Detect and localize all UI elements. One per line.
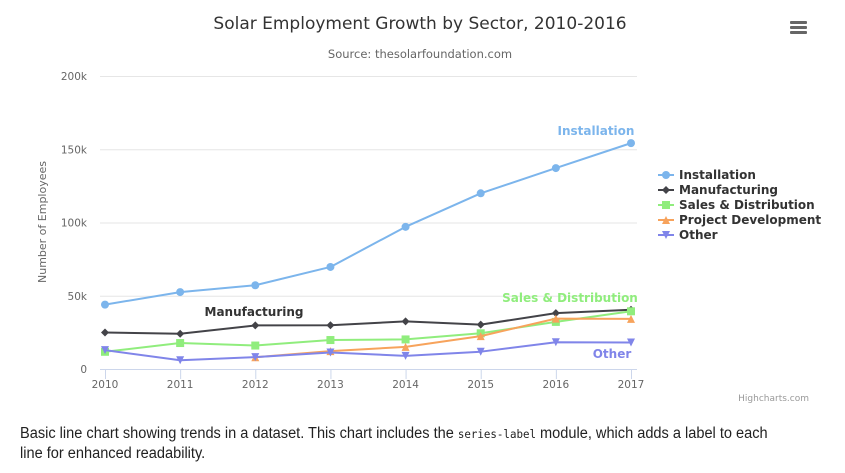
series-label-sales-distribution: Sales & Distribution (502, 291, 638, 305)
legend-symbol-marker (662, 201, 670, 209)
data-point (551, 164, 560, 173)
x-axis: 2010 2011 2012 2013 2014 2015 2016 2017 (92, 369, 645, 391)
series-group (101, 139, 635, 365)
data-point (176, 339, 185, 348)
x-tick-label: 2011 (167, 379, 194, 391)
x-tick-label: 2016 (542, 379, 569, 391)
series-line (104, 308, 632, 335)
data-point (476, 189, 485, 198)
data-point (476, 347, 485, 356)
data-point (326, 336, 335, 345)
caption-code: series-label (457, 427, 536, 441)
data-point (251, 321, 260, 330)
legend-item-project-development[interactable]: Project Development (658, 213, 821, 227)
chart-title: Solar Employment Growth by Sector, 2010-… (213, 14, 626, 34)
series-line (104, 341, 632, 362)
series-line (104, 310, 632, 353)
y-axis-ticks: 0 50k 100k 150k 200k (61, 71, 88, 376)
data-point (551, 314, 560, 323)
data-point (176, 356, 185, 365)
y-tick-label: 200k (61, 71, 88, 83)
data-point (401, 351, 410, 360)
y-tick-label: 50k (68, 291, 88, 303)
legend-label: Project Development (679, 213, 821, 227)
y-tick-label: 150k (61, 144, 88, 156)
hamburger-menu-icon (790, 21, 807, 34)
data-point (176, 288, 185, 297)
legend-label: Manufacturing (679, 183, 778, 197)
series-line (104, 142, 632, 306)
series-label-manufacturing: Manufacturing (205, 305, 304, 319)
line-chart: Solar Employment Growth by Sector, 2010-… (36, 14, 821, 404)
x-tick-label: 2012 (242, 379, 269, 391)
data-point (251, 341, 260, 350)
data-point (401, 342, 410, 351)
data-point (401, 335, 410, 344)
data-point (401, 317, 410, 326)
legend-item-installation[interactable]: Installation (658, 168, 756, 182)
data-point (251, 353, 260, 362)
legend-symbol-marker (662, 171, 670, 179)
x-tick-label: 2015 (467, 379, 494, 391)
y-tick-label: 0 (80, 364, 87, 376)
legend-symbol-marker (662, 231, 670, 239)
series-line (254, 317, 632, 359)
grid-lines (100, 76, 637, 297)
x-tick-label: 2014 (392, 379, 419, 391)
series-label-other: Other (593, 347, 632, 361)
legend-item-other[interactable]: Other (658, 228, 718, 242)
chart-container: Solar Employment Growth by Sector, 2010-… (36, 14, 821, 404)
series-other (101, 338, 635, 365)
chart-context-menu-button[interactable] (784, 14, 814, 40)
data-point (326, 348, 335, 357)
series-label-installation: Installation (558, 124, 635, 138)
data-point (326, 321, 335, 330)
legend-item-manufacturing[interactable]: Manufacturing (658, 183, 778, 197)
data-point (627, 139, 635, 148)
data-point (627, 314, 635, 323)
caption-text-after: module, which adds a label to each line … (20, 425, 768, 462)
legend-symbol-marker (662, 186, 670, 194)
x-tick-label: 2010 (92, 379, 119, 391)
data-point (251, 281, 260, 290)
data-point (476, 320, 485, 329)
caption-text-before: Basic line chart showing trends in a dat… (20, 425, 458, 442)
legend-label: Sales & Distribution (679, 198, 815, 212)
legend-item-sales-distribution[interactable]: Sales & Distribution (658, 198, 815, 212)
legend-symbol-marker (662, 216, 670, 224)
x-tick-label: 2017 (618, 379, 645, 391)
legend-label: Installation (679, 168, 756, 182)
y-tick-label: 100k (61, 218, 88, 230)
credits-link[interactable]: Highcharts.com (738, 394, 809, 404)
data-point (627, 307, 635, 316)
y-axis-title: Number of Employees (36, 161, 49, 283)
chart-caption: Basic line chart showing trends in a dat… (20, 424, 772, 464)
chart-subtitle: Source: thesolarfoundation.com (328, 47, 512, 61)
series-installation (101, 139, 635, 309)
data-point (476, 332, 485, 341)
data-point (101, 300, 109, 309)
data-point (101, 346, 109, 355)
data-point (551, 338, 560, 347)
data-point (176, 329, 185, 338)
data-point (401, 222, 410, 231)
data-point (326, 262, 335, 271)
data-point (551, 309, 560, 318)
data-point (627, 338, 635, 347)
data-point (101, 328, 109, 337)
series-labels: Installation Manufacturing Sales & Distrib… (205, 124, 638, 361)
legend-label: Other (679, 228, 718, 242)
x-tick-label: 2013 (317, 379, 344, 391)
